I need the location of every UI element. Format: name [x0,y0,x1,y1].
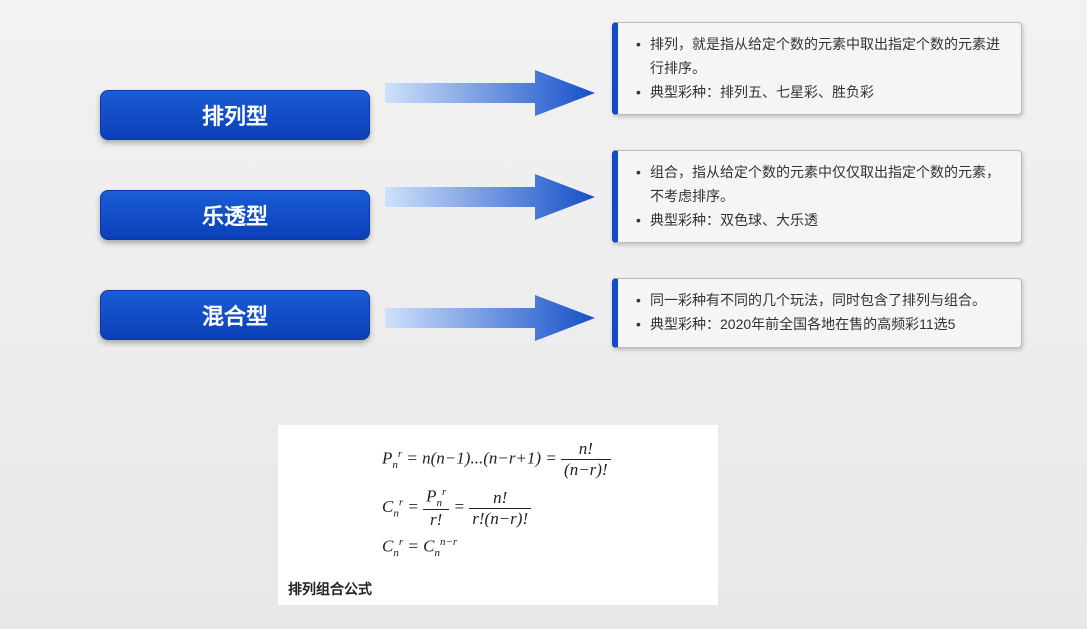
desc-line: 同一彩种有不同的几个玩法，同时包含了排列与组合。 [636,289,1007,313]
formula-box: Pnr = n(n−1)...(n−r+1) = n!(n−r)! Cnr = … [278,425,718,605]
type-box-pailei: 排列型 [100,90,370,140]
type-box-letou: 乐透型 [100,190,370,240]
diagram-container: 排列型 乐透型 混合型 排列，就是指从给定个数的元素中取出指定个数的元素进行排序… [0,0,1087,629]
arrow-icon [385,68,595,118]
type-box-hunhe: 混合型 [100,290,370,340]
desc-line: 典型彩种：2020年前全国各地在售的高频彩11选5 [636,313,1007,337]
desc-line: 典型彩种：排列五、七星彩、胜负彩 [636,81,1007,105]
arrow-icon [385,293,595,343]
desc-box-hunhe: 同一彩种有不同的几个玩法，同时包含了排列与组合。 典型彩种：2020年前全国各地… [612,278,1022,348]
desc-line: 排列，就是指从给定个数的元素中取出指定个数的元素进行排序。 [636,33,1007,81]
formula-content: Pnr = n(n−1)...(n−r+1) = n!(n−r)! Cnr = … [382,439,704,559]
desc-line: 组合，指从给定个数的元素中仅仅取出指定个数的元素，不考虑排序。 [636,161,1007,209]
arrow-icon [385,172,595,222]
type-label: 排列型 [202,99,268,131]
desc-box-letou: 组合，指从给定个数的元素中仅仅取出指定个数的元素，不考虑排序。 典型彩种：双色球… [612,150,1022,243]
desc-box-pailei: 排列，就是指从给定个数的元素中取出指定个数的元素进行排序。 典型彩种：排列五、七… [612,22,1022,115]
formula-label: 排列组合公式 [288,579,372,599]
type-label: 乐透型 [202,199,268,231]
desc-line: 典型彩种：双色球、大乐透 [636,209,1007,233]
type-label: 混合型 [202,299,268,331]
